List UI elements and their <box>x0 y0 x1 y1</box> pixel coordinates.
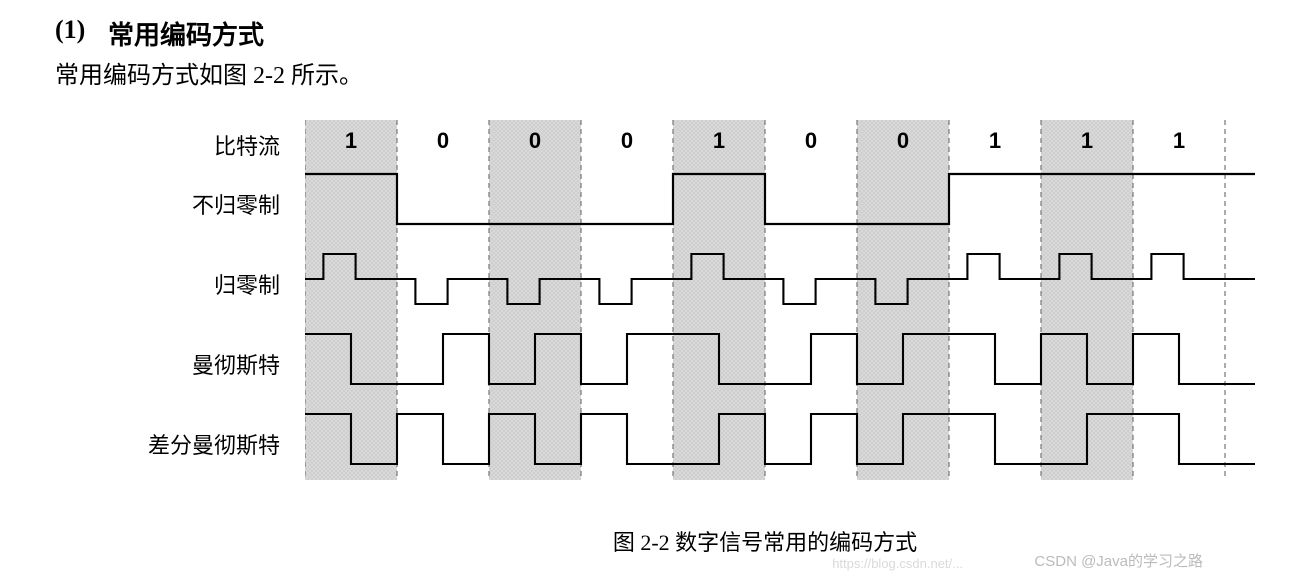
bit-4: 1 <box>713 128 725 153</box>
watermark-url: https://blog.csdn.net/... <box>832 556 963 571</box>
bit-3: 0 <box>621 128 633 153</box>
row-label-nrz: 不归零制 <box>0 188 280 220</box>
heading-subtitle: 常用编码方式如图 2-2 所示。 <box>55 55 363 90</box>
bit-0: 1 <box>345 128 357 153</box>
bit-8: 1 <box>1081 128 1093 153</box>
heading-number: (1) <box>55 15 85 45</box>
row-label-man: 曼彻斯特 <box>0 348 280 380</box>
row-label-dman: 差分曼彻斯特 <box>0 428 280 460</box>
page: (1) 常用编码方式 常用编码方式如图 2-2 所示。 比特流不归零制归零制曼彻… <box>0 0 1293 579</box>
bit-2: 0 <box>529 128 541 153</box>
row-label-bit: 比特流 <box>0 129 280 161</box>
bit-5: 0 <box>805 128 817 153</box>
watermark-csdn: CSDN @Java的学习之路 <box>1034 550 1203 571</box>
bit-6: 0 <box>897 128 909 153</box>
heading-title: 常用编码方式 <box>108 15 264 52</box>
row-label-rz: 归零制 <box>0 268 280 300</box>
bit-9: 1 <box>1173 128 1185 153</box>
encoding-diagram: 1 0 0 0 1 0 0 1 1 1 <box>305 120 1265 490</box>
bit-7: 1 <box>989 128 1001 153</box>
bit-1: 0 <box>437 128 449 153</box>
